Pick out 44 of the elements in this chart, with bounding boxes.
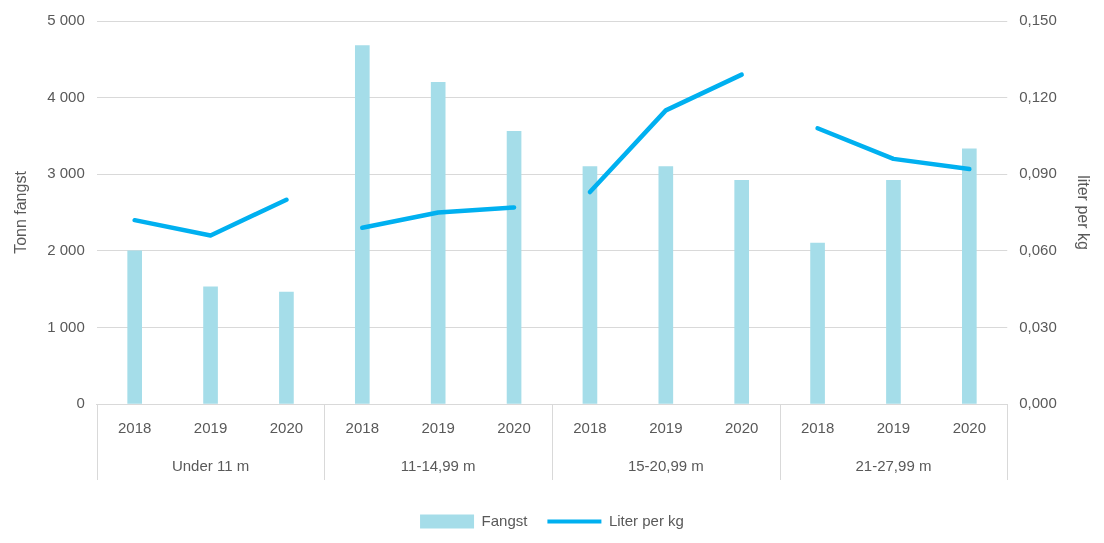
x-tick-label: 2018 bbox=[800, 419, 835, 437]
bar bbox=[810, 242, 825, 404]
text: Under 11 m bbox=[171, 457, 250, 475]
x-tick-label: 2020 bbox=[497, 419, 531, 437]
y2-tick-label: 0,090 bbox=[1019, 164, 1057, 182]
x-tick-label: 2020 bbox=[952, 419, 987, 437]
x-tick-label: 2019 bbox=[193, 419, 228, 437]
bar bbox=[430, 81, 446, 404]
bar bbox=[506, 130, 522, 404]
x-tick-label: 2018 bbox=[573, 419, 607, 437]
text: 15-20,99 m bbox=[627, 457, 704, 475]
text: 21-27,99 m bbox=[855, 457, 932, 475]
bar bbox=[734, 180, 750, 404]
text: 11-14,99 m bbox=[400, 457, 476, 475]
x-tick-label: 2020 bbox=[269, 419, 304, 437]
bar bbox=[962, 148, 977, 404]
x-tick-label: 2019 bbox=[876, 419, 911, 437]
y-tick-label: 5 000 bbox=[47, 11, 85, 29]
bar bbox=[127, 250, 143, 404]
y-tick-label: 3 000 bbox=[47, 164, 85, 182]
y2-tick-label: 0,150 bbox=[1019, 11, 1057, 29]
y2-tick-label: 0,000 bbox=[1019, 394, 1057, 412]
bar bbox=[658, 166, 674, 404]
bar bbox=[886, 180, 901, 404]
y2-tick-label: 0,060 bbox=[1019, 240, 1057, 258]
bar bbox=[203, 286, 218, 404]
x-tick-label: 2019 bbox=[649, 419, 683, 437]
y2-axis-title: liter per kg bbox=[1074, 175, 1092, 250]
y-tick-label: 4 000 bbox=[47, 87, 85, 105]
y-tick-label: 1 000 bbox=[47, 317, 85, 335]
y2-tick-label: 0,030 bbox=[1019, 317, 1057, 335]
x-tick-label: 2020 bbox=[725, 419, 759, 437]
bar bbox=[582, 166, 598, 404]
x-tick-label: 2018 bbox=[345, 419, 379, 437]
x-tick-label: 2019 bbox=[421, 419, 455, 437]
legend-label: Liter per kg bbox=[608, 511, 684, 529]
y-tick-label: 2 000 bbox=[47, 240, 85, 258]
y-axis-title: Tonn fangst bbox=[12, 170, 30, 254]
y-tick-label: 0 bbox=[76, 394, 85, 412]
x-tick-label: 2018 bbox=[117, 419, 152, 437]
y2-tick-label: 0,120 bbox=[1019, 87, 1057, 105]
bar bbox=[354, 45, 370, 404]
bar bbox=[279, 291, 294, 404]
legend-label: Fangst bbox=[481, 511, 529, 529]
